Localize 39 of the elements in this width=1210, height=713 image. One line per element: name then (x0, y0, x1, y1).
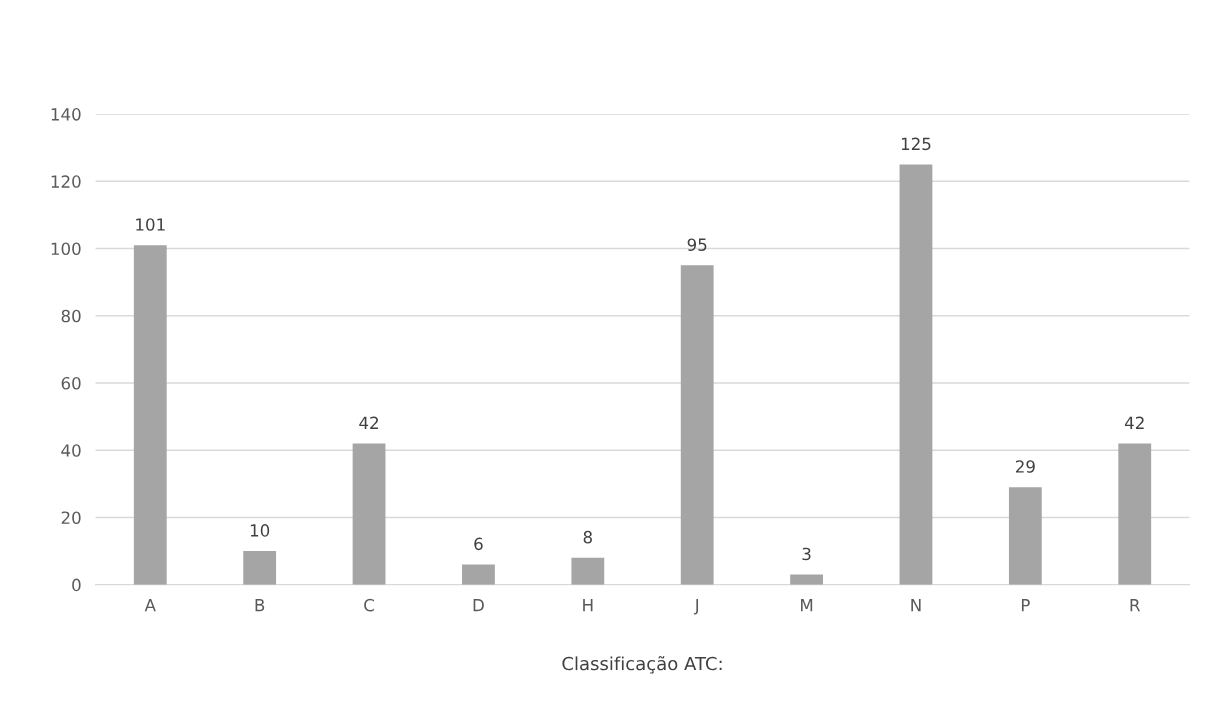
x-tick-label: R (1130, 599, 1141, 612)
bar (352, 443, 386, 585)
y-tick-label: 60 (61, 376, 81, 390)
bar (899, 164, 933, 585)
x-axis-title: Classificação ATC: (562, 656, 722, 674)
data-label: 3 (802, 547, 811, 561)
data-label: 42 (1124, 416, 1144, 429)
x-tick-label: N (911, 599, 921, 612)
bar (243, 551, 277, 585)
x-tick-label: D (473, 599, 484, 612)
y-tick-label: 80 (61, 309, 81, 323)
bar (571, 557, 605, 585)
x-tick-label: B (255, 599, 265, 612)
y-tick-label: 20 (61, 511, 81, 524)
data-label: 101 (136, 218, 165, 231)
x-tick-label: J (693, 599, 699, 615)
y-tick-label: 0 (72, 578, 81, 592)
bar (133, 245, 167, 585)
bar (790, 574, 823, 585)
bar (1118, 443, 1152, 585)
data-label: 6 (474, 537, 483, 551)
data-label: 95 (687, 238, 707, 251)
data-label: 29 (1015, 460, 1035, 473)
y-tick-label: 120 (51, 175, 81, 188)
data-label: 10 (250, 524, 270, 537)
bar (1008, 487, 1042, 585)
x-tick-label: M (801, 599, 813, 612)
data-label: 42 (359, 416, 378, 429)
x-tick-label: P (1021, 599, 1030, 612)
data-label: 125 (901, 137, 931, 151)
x-tick-label: C (364, 598, 374, 612)
bar (680, 265, 714, 585)
y-tick-label: 100 (51, 242, 81, 256)
x-tick-label: H (583, 599, 593, 612)
data-label: 8 (583, 530, 592, 544)
y-tick-label: 40 (61, 444, 81, 457)
x-tick-label: A (144, 599, 156, 612)
y-tick-label: 140 (51, 108, 81, 121)
bar (462, 564, 495, 585)
